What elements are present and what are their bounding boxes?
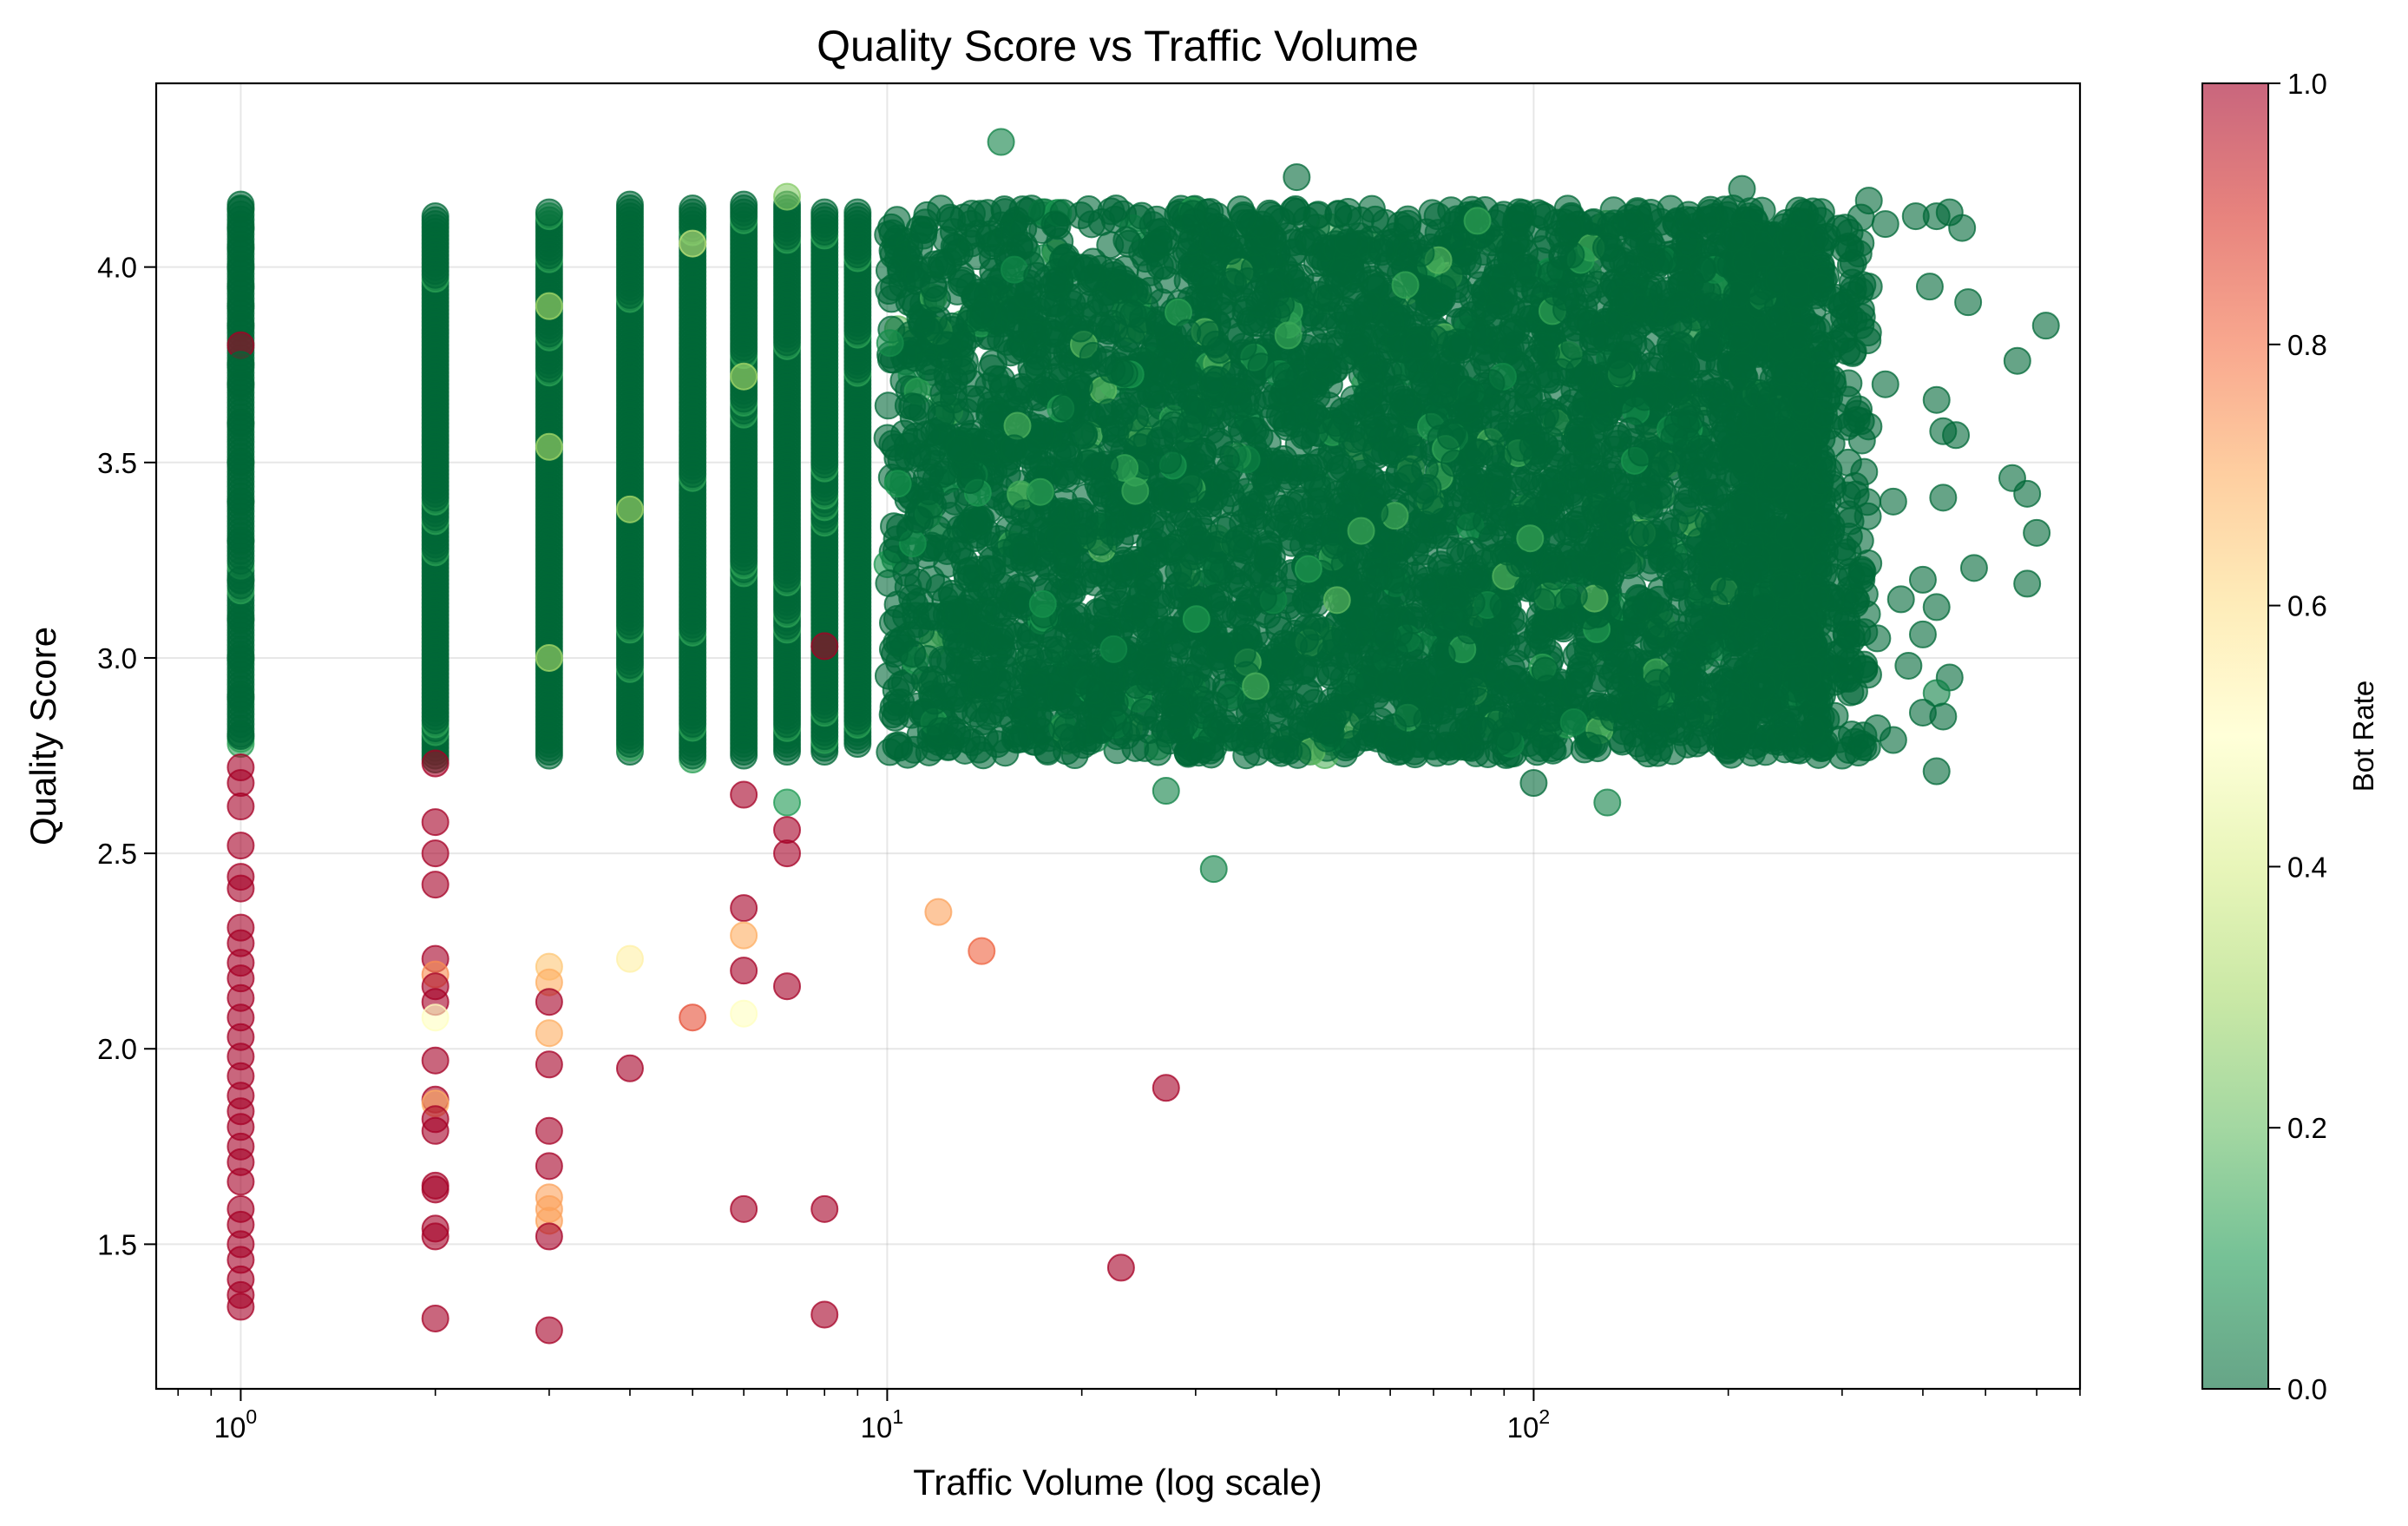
data-point-bulk bbox=[898, 392, 927, 421]
data-point-column bbox=[730, 190, 758, 219]
data-point-bulk bbox=[1074, 194, 1103, 223]
data-point-column bbox=[535, 198, 563, 227]
data-point-column bbox=[810, 198, 839, 227]
data-point-column bbox=[615, 190, 644, 219]
data-point-bulk bbox=[903, 568, 932, 596]
data-point-column bbox=[843, 198, 872, 227]
data-point-bulk bbox=[1484, 415, 1512, 444]
data-point-bulk bbox=[1102, 194, 1131, 223]
points-layer bbox=[226, 128, 2060, 1345]
data-point-column bbox=[679, 194, 707, 223]
data-point-column bbox=[421, 202, 449, 231]
